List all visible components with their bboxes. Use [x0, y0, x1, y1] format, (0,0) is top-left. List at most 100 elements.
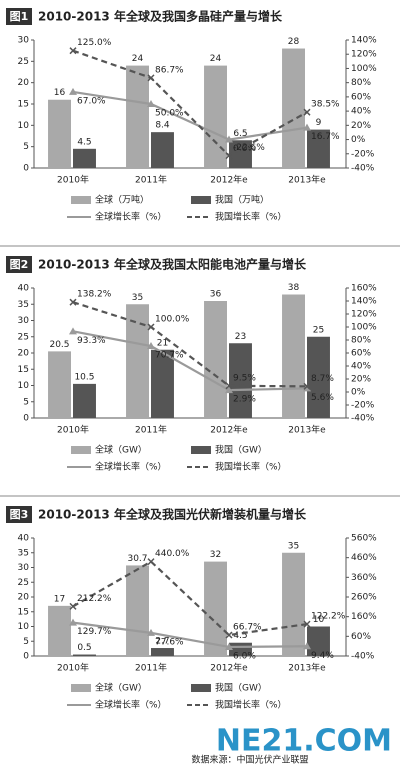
y-tick-label: 30	[18, 316, 30, 326]
marker	[303, 384, 311, 392]
bar	[48, 605, 71, 656]
marker	[303, 123, 311, 131]
x-tick-label: 2011年	[135, 662, 167, 674]
legend-label: 全球增长率（%）	[95, 461, 167, 473]
y-tick-label: 25	[18, 578, 29, 588]
y2-tick-label: 80%	[351, 78, 371, 88]
source: 数据来源：中国光伏产业联盟	[191, 754, 308, 766]
marker	[303, 382, 311, 390]
y2-tick-label: 160%	[351, 284, 377, 294]
y2-tick-label: 60%	[351, 92, 371, 102]
legend-label: 我国（GW）	[215, 445, 267, 456]
bar-value-label: 28	[288, 37, 300, 47]
line-series	[72, 49, 308, 157]
y2-tick-label: 460%	[351, 553, 377, 563]
bar-value-label: 2.7	[155, 637, 169, 647]
legend-label: 我国（万吨）	[215, 194, 269, 206]
x-tick-label: 2011年	[135, 424, 167, 436]
marker	[225, 135, 233, 143]
line-value-label: 6.0%	[233, 651, 256, 661]
bar-value-label: 17	[54, 594, 65, 604]
figure-label-box	[6, 506, 32, 523]
line-value-label: 2.9%	[233, 395, 256, 405]
y2-tick-label: 120%	[351, 50, 377, 60]
y-tick-label: 15	[18, 100, 29, 110]
line-value-label: 66.7%	[233, 623, 262, 633]
bar	[151, 648, 174, 656]
marker	[147, 74, 155, 82]
y-tick-label: 10	[18, 622, 30, 632]
figure-label: 图3	[10, 508, 29, 521]
legend-swatch	[191, 684, 211, 692]
legend-swatch	[191, 196, 211, 204]
line-value-label: 70.7%	[155, 351, 184, 361]
line-value-label: 212.2%	[77, 594, 112, 604]
bar-value-label: 16	[54, 88, 66, 98]
figure-label-box	[6, 8, 32, 25]
line-value-label: -22.6%	[233, 143, 265, 153]
legend-label: 全球增长率（%）	[95, 699, 167, 711]
marker	[147, 100, 155, 107]
y2-tick-label: 60%	[351, 632, 371, 642]
line-value-label: 77.6%	[155, 637, 184, 647]
bar	[307, 626, 330, 656]
line-series	[72, 560, 308, 637]
bar	[282, 294, 305, 418]
x-tick-label: 2013年e	[288, 174, 326, 186]
legend-label: 全球（GW）	[95, 444, 147, 456]
bar-value-label: 32	[210, 550, 221, 560]
y2-tick-label: 20%	[351, 121, 371, 131]
y2-tick-label: -40%	[351, 414, 375, 424]
y-tick-label: 15	[18, 365, 29, 375]
y-tick-label: 0	[23, 652, 29, 662]
y2-tick-label: 100%	[351, 64, 377, 74]
bar	[126, 65, 149, 168]
bar	[307, 129, 330, 168]
chart-title: 2010-2013 年全球及我国太阳能电池产量与增长	[38, 257, 307, 272]
bar	[73, 383, 96, 418]
x-tick-label: 2012年e	[210, 174, 248, 186]
bar-value-label: 0.5	[77, 643, 91, 653]
bar-value-label: 24	[210, 54, 222, 64]
legend-label: 我国增长率（%）	[215, 211, 287, 223]
y-tick-label: 35	[18, 548, 29, 558]
line-value-label: 122.2%	[311, 612, 346, 622]
marker	[147, 558, 155, 566]
bar-value-label: 4.5	[233, 631, 247, 641]
y-tick-label: 15	[18, 607, 29, 617]
y-tick-label: 5	[23, 142, 29, 152]
y2-tick-label: 360%	[351, 573, 377, 583]
marker	[69, 87, 77, 95]
y2-tick-label: 60%	[351, 349, 371, 359]
y2-tick-label: 100%	[351, 323, 377, 333]
line-value-label: 138.2%	[77, 290, 112, 300]
y-tick-label: 20	[18, 349, 30, 359]
legend-swatch	[71, 196, 91, 204]
bar-value-label: 38	[288, 283, 300, 293]
y2-tick-label: 140%	[351, 297, 377, 307]
legend-label: 我国（GW）	[215, 683, 267, 694]
marker	[303, 642, 311, 650]
bar	[307, 336, 330, 418]
y-tick-label: 25	[18, 332, 29, 342]
bar-value-label: 4.5	[77, 137, 91, 147]
y-tick-label: 10	[18, 381, 30, 391]
line-value-label: 440.0%	[155, 549, 190, 559]
y2-tick-label: 0%	[351, 388, 366, 398]
bar-value-label: 36	[210, 290, 222, 300]
bar-value-label: 30.7	[127, 554, 147, 564]
legend-swatch	[71, 446, 91, 454]
bar-value-label: 8.4	[155, 121, 170, 131]
line-value-label: 0.0%	[233, 144, 256, 154]
marker	[69, 327, 77, 335]
bar	[48, 351, 71, 418]
bar	[126, 304, 149, 418]
line-value-label: 9.4%	[311, 651, 334, 661]
line-value-label: 50.0%	[155, 109, 184, 119]
line-series	[72, 621, 308, 649]
legend-label: 我国增长率（%）	[215, 461, 287, 473]
y2-tick-label: -20%	[351, 149, 375, 159]
marker	[147, 342, 155, 350]
bar-value-label: 35	[132, 293, 143, 303]
